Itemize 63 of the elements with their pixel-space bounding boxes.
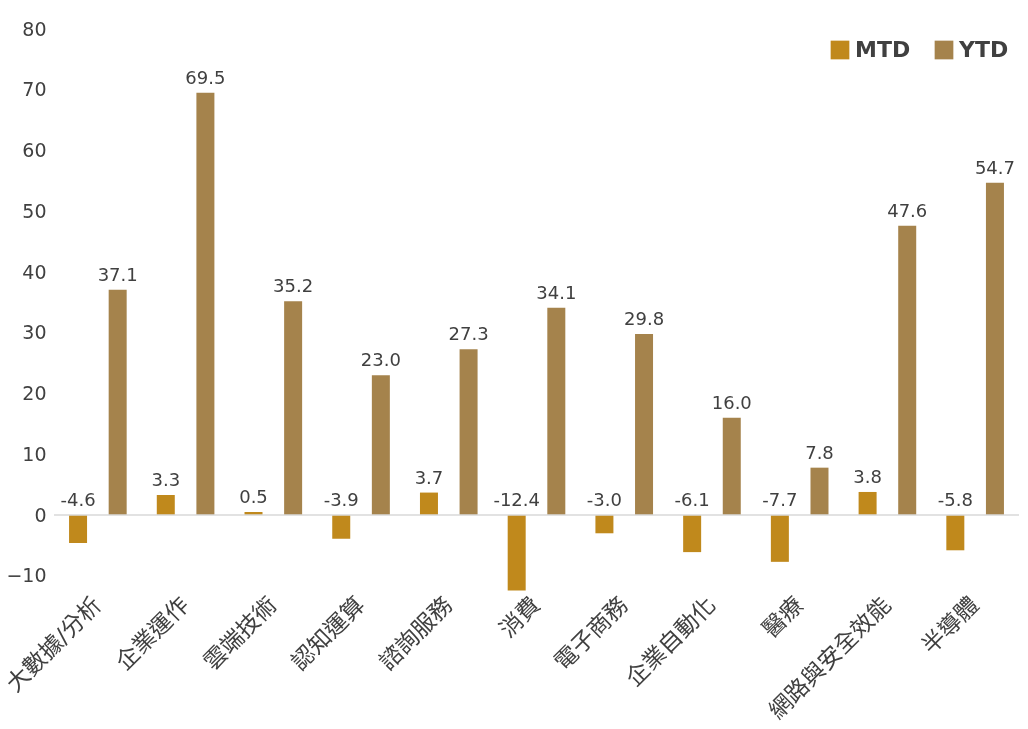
legend-label: MTD	[855, 37, 911, 62]
data-label: -6.1	[674, 489, 710, 511]
bar	[635, 334, 654, 516]
bar	[371, 375, 390, 516]
x-tick-label: 半導體	[916, 591, 984, 659]
bar	[108, 289, 127, 516]
y-tick-label: 30	[22, 321, 47, 344]
data-label: 27.3	[448, 323, 489, 345]
y-tick-label: 70	[22, 78, 47, 101]
bar	[858, 491, 877, 516]
x-tick-label: 雲端技術	[198, 591, 282, 676]
data-label: 3.7	[414, 466, 444, 488]
x-tick-label: 企業運作	[110, 591, 195, 676]
data-label: 47.6	[887, 199, 928, 221]
y-tick-label: 50	[22, 199, 47, 222]
data-label: 37.1	[97, 263, 138, 285]
legend-label: YTD	[958, 37, 1009, 62]
x-tick-label: 大數據/分析	[1, 591, 107, 697]
bar	[898, 225, 917, 516]
data-label: -3.0	[586, 489, 622, 511]
data-label: -7.7	[762, 489, 798, 511]
data-label: 69.5	[185, 66, 226, 88]
bar	[332, 515, 351, 539]
data-label: 34.1	[536, 281, 577, 303]
bar	[69, 515, 88, 543]
data-label: 3.8	[853, 465, 882, 487]
x-tick-label: 醫療	[757, 591, 809, 643]
bar	[459, 349, 478, 516]
data-label: -3.9	[323, 489, 359, 511]
data-label: -5.8	[937, 489, 973, 511]
bar	[547, 307, 566, 516]
y-tick-label: 0	[34, 503, 47, 526]
bar	[595, 515, 614, 534]
bar	[683, 515, 702, 553]
bar	[946, 515, 965, 551]
data-label: 23.0	[360, 349, 401, 371]
y-tick-label: 60	[22, 139, 47, 162]
data-label: 0.5	[239, 486, 268, 508]
y-tick-label: 40	[22, 260, 47, 283]
bar	[507, 515, 526, 591]
y-tick-label: −10	[6, 564, 47, 587]
x-tick-label: 諮詢服務	[373, 591, 458, 676]
data-label: 7.8	[805, 441, 834, 463]
data-label: -12.4	[493, 489, 540, 511]
bar	[985, 182, 1004, 516]
bar	[284, 301, 303, 516]
bar	[156, 495, 175, 516]
bar	[722, 417, 741, 516]
x-tick-label: 消費	[494, 591, 545, 643]
bar	[770, 515, 789, 562]
x-tick-label: 認知運算	[286, 591, 370, 676]
bar	[810, 467, 829, 516]
data-label: 16.0	[711, 391, 752, 413]
y-tick-label: 20	[22, 382, 47, 405]
data-label: -4.6	[60, 489, 96, 511]
data-label: 3.3	[151, 469, 181, 490]
y-tick-label: 10	[22, 442, 47, 465]
data-label: 29.8	[624, 308, 665, 329]
bar	[419, 492, 438, 516]
data-label: 35.2	[273, 275, 314, 297]
y-tick-label: 80	[22, 17, 47, 40]
data-label: 54.7	[974, 156, 1015, 178]
bar	[196, 92, 215, 516]
